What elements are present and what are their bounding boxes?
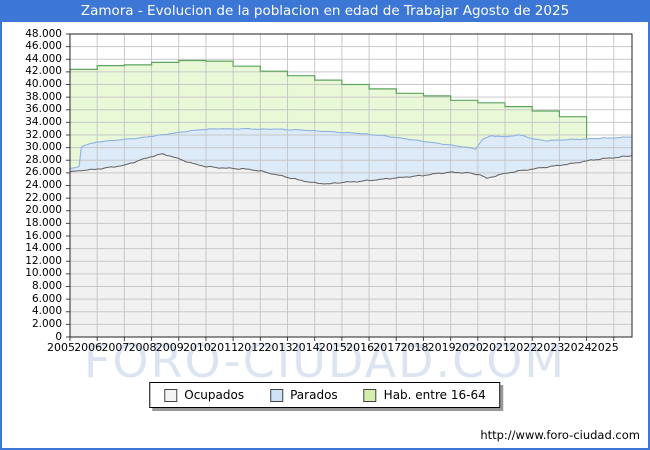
y-tick-label: 18.000 bbox=[25, 216, 62, 229]
y-tick-label: 0 bbox=[55, 330, 62, 343]
y-tick-label: 2.000 bbox=[31, 317, 62, 330]
line-hab-16-64 bbox=[70, 59, 588, 140]
x-tick-label: 2013 bbox=[264, 341, 293, 354]
legend-swatch-parados bbox=[270, 388, 284, 402]
x-tick-label: 2020 bbox=[454, 341, 483, 354]
legend-item-ocupados: Ocupados bbox=[164, 388, 244, 402]
y-tick-label: 16.000 bbox=[25, 229, 62, 242]
legend: Ocupados Parados Hab. entre 16-64 bbox=[149, 382, 501, 408]
y-tick-label: 46.000 bbox=[25, 40, 62, 53]
legend-label-hab-16-64: Hab. entre 16-64 bbox=[383, 388, 486, 402]
watermark: FORO-CIUDAD.COM bbox=[83, 334, 567, 388]
x-tick-label: 2017 bbox=[373, 341, 402, 354]
x-tick-label: 2021 bbox=[482, 341, 511, 354]
x-tick-label: 2022 bbox=[509, 341, 538, 354]
y-tick-label: 10.000 bbox=[25, 267, 62, 280]
y-tick-label: 30.000 bbox=[25, 141, 62, 154]
footer-url: http://www.foro-ciudad.com bbox=[480, 428, 640, 442]
x-tick-label: 2024 bbox=[563, 341, 592, 354]
x-tick-label: 2009 bbox=[155, 341, 184, 354]
legend-label-parados: Parados bbox=[290, 388, 338, 402]
legend-swatch-ocupados bbox=[164, 388, 178, 402]
y-tick-label: 40.000 bbox=[25, 78, 62, 90]
y-tick-label: 6.000 bbox=[31, 292, 62, 305]
y-tick-label: 12.000 bbox=[25, 254, 62, 267]
x-tick-label: 2019 bbox=[427, 341, 456, 354]
x-tick-label: 2016 bbox=[346, 341, 375, 354]
x-tick-label: 2011 bbox=[210, 341, 239, 354]
x-tick-label: 2010 bbox=[182, 341, 211, 354]
x-tick-label: 2018 bbox=[400, 341, 429, 354]
x-tick-label: 2025 bbox=[590, 341, 619, 354]
y-tick-label: 26.000 bbox=[25, 166, 62, 179]
title-bar: Zamora - Evolucion de la poblacion en ed… bbox=[0, 0, 650, 22]
x-tick-label: 2015 bbox=[318, 341, 347, 354]
y-tick-label: 14.000 bbox=[25, 242, 62, 255]
legend-item-hab-16-64: Hab. entre 16-64 bbox=[363, 388, 486, 402]
area-ocupados bbox=[70, 153, 632, 337]
line-parados bbox=[69, 127, 632, 170]
y-tick-label: 20.000 bbox=[25, 204, 62, 217]
x-tick-label: 2005 bbox=[47, 341, 75, 354]
y-tick-label: 44.000 bbox=[25, 52, 62, 65]
y-tick-label: 24.000 bbox=[25, 179, 62, 191]
y-tick-label: 48.000 bbox=[25, 27, 62, 40]
chart-title: Zamora - Evolucion de la poblacion en ed… bbox=[80, 3, 570, 19]
y-tick-label: 36.000 bbox=[25, 103, 62, 116]
legend-item-parados: Parados bbox=[270, 388, 338, 402]
y-tick-label: 38.000 bbox=[25, 90, 62, 103]
x-tick-label: 2023 bbox=[536, 341, 565, 354]
x-tick-label: 2012 bbox=[237, 341, 266, 354]
y-tick-label: 42.000 bbox=[25, 65, 62, 78]
y-tick-label: 8.000 bbox=[31, 280, 62, 292]
x-tick-label: 2006 bbox=[74, 341, 103, 354]
legend-label-ocupados: Ocupados bbox=[184, 388, 245, 402]
y-tick-label: 4.000 bbox=[31, 305, 62, 318]
line-ocupados bbox=[69, 153, 632, 185]
plot-border bbox=[69, 33, 633, 338]
x-tick-label: 2014 bbox=[291, 341, 320, 354]
x-tick-label: 2008 bbox=[128, 341, 157, 354]
legend-swatch-hab-16-64 bbox=[363, 388, 377, 402]
y-tick-label: 28.000 bbox=[25, 153, 62, 166]
y-tick-label: 22.000 bbox=[25, 191, 62, 204]
y-tick-label: 34.000 bbox=[25, 115, 62, 128]
y-tick-label: 32.000 bbox=[25, 128, 62, 141]
x-tick-label: 2007 bbox=[101, 341, 130, 354]
